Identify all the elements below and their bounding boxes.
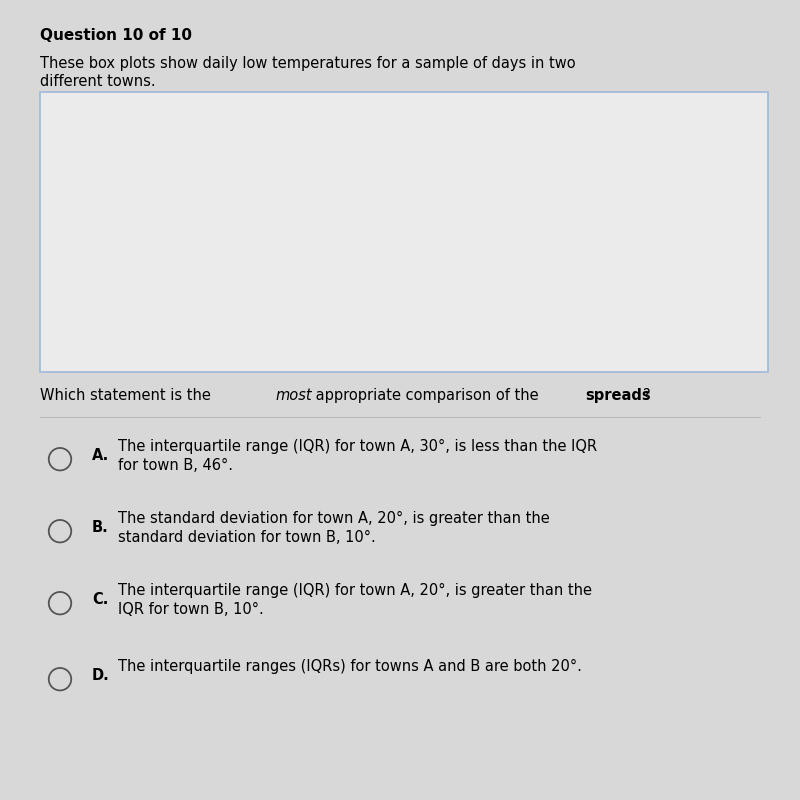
Text: Question 10 of 10: Question 10 of 10 — [40, 28, 192, 43]
Text: D.: D. — [92, 669, 110, 683]
Text: Town B: Town B — [54, 212, 101, 226]
Text: The interquartile ranges (IQRs) for towns A and B are both 20°.: The interquartile ranges (IQRs) for town… — [118, 659, 582, 674]
Text: 35: 35 — [446, 218, 460, 227]
Text: Town A: Town A — [54, 118, 101, 130]
Text: 40: 40 — [500, 218, 514, 227]
Text: appropriate comparison of the: appropriate comparison of the — [311, 388, 543, 402]
Text: The interquartile range (IQR) for town A, 20°, is greater than the: The interquartile range (IQR) for town A… — [118, 583, 592, 598]
Text: different towns.: different towns. — [40, 74, 156, 89]
Text: IQR for town B, 10°.: IQR for town B, 10°. — [118, 602, 264, 617]
Text: 45: 45 — [554, 218, 568, 227]
Text: The interquartile range (IQR) for town A, 30°, is less than the IQR: The interquartile range (IQR) for town A… — [118, 439, 598, 454]
Text: 48: 48 — [586, 218, 601, 227]
Text: standard deviation for town B, 10°.: standard deviation for town B, 10°. — [118, 530, 376, 545]
X-axis label: Degrees (F): Degrees (F) — [358, 349, 450, 363]
Text: The standard deviation for town A, 20°, is greater than the: The standard deviation for town A, 20°, … — [118, 511, 550, 526]
Text: Which statement is the: Which statement is the — [40, 388, 215, 402]
Text: 2: 2 — [92, 218, 99, 227]
Text: These box plots show daily low temperatures for a sample of days in two: These box plots show daily low temperatu… — [40, 56, 576, 71]
Text: ?: ? — [643, 388, 651, 402]
Text: 15: 15 — [229, 123, 243, 133]
Bar — [290, 138, 507, 173]
Bar — [453, 232, 561, 267]
Text: A.: A. — [92, 449, 110, 463]
Text: most: most — [275, 388, 312, 402]
Text: C.: C. — [92, 593, 108, 607]
Text: B.: B. — [92, 521, 109, 535]
Text: 30: 30 — [391, 123, 406, 133]
Text: spreads: spreads — [585, 388, 650, 402]
Text: 45: 45 — [554, 123, 568, 133]
Text: 20: 20 — [283, 123, 298, 133]
Text: for town B, 46°.: for town B, 46°. — [118, 458, 234, 473]
Text: 40: 40 — [500, 123, 514, 133]
